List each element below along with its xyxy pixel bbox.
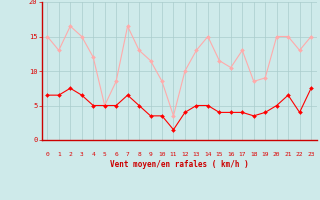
X-axis label: Vent moyen/en rafales ( km/h ): Vent moyen/en rafales ( km/h ) [110, 160, 249, 169]
